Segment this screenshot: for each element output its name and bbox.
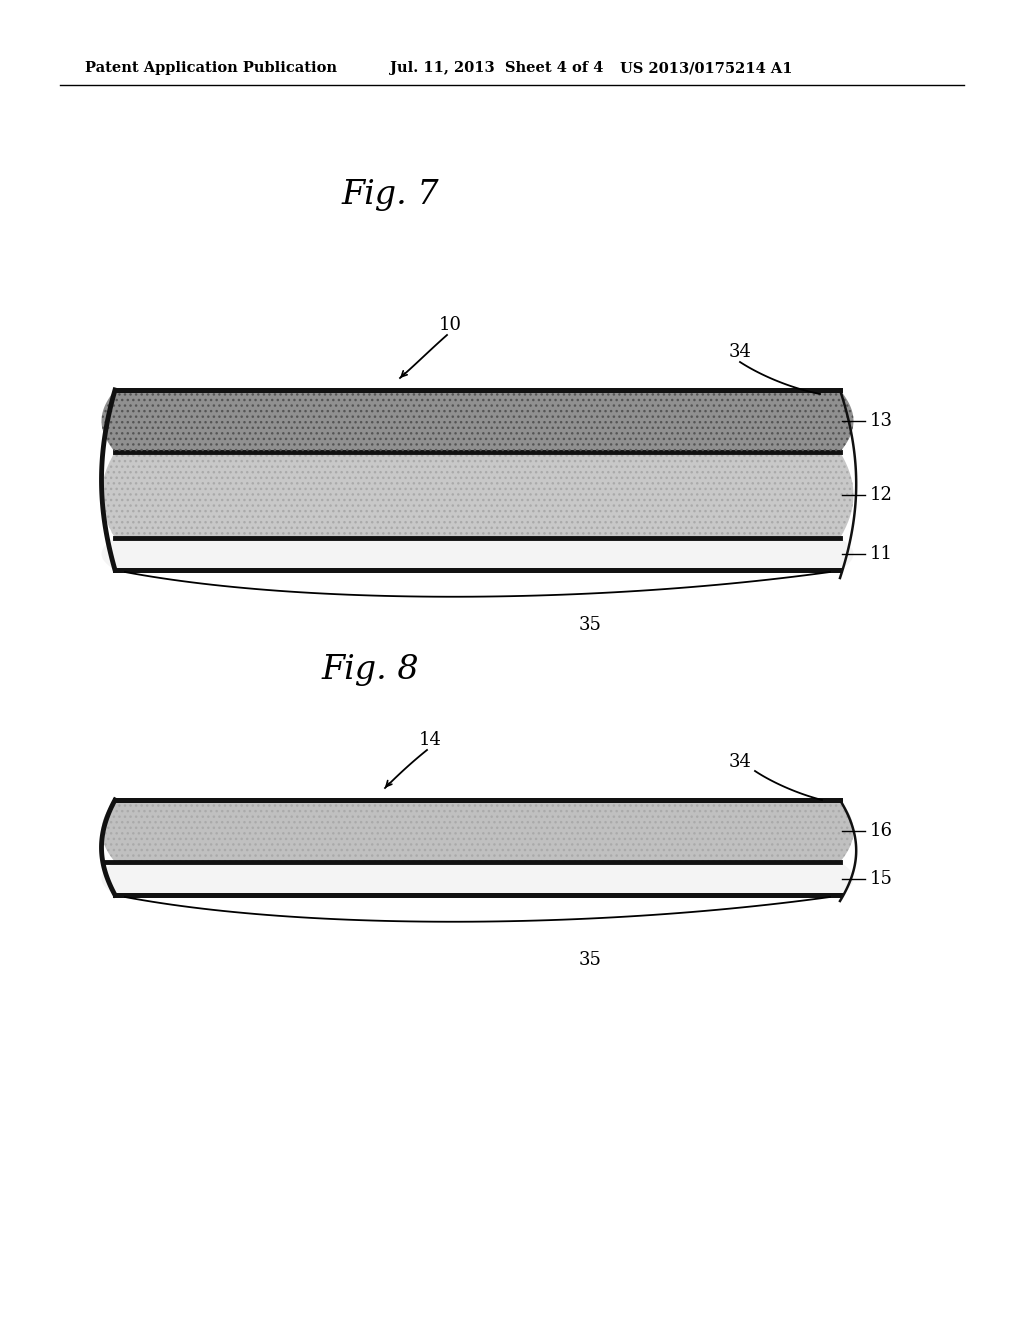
Text: 14: 14: [419, 731, 441, 748]
Text: Fig. 8: Fig. 8: [322, 653, 419, 686]
Text: Jul. 11, 2013  Sheet 4 of 4: Jul. 11, 2013 Sheet 4 of 4: [390, 61, 603, 75]
Text: 13: 13: [870, 412, 893, 430]
Text: 11: 11: [870, 545, 893, 564]
Text: 34: 34: [728, 343, 752, 360]
Text: 35: 35: [579, 616, 601, 634]
Text: Patent Application Publication: Patent Application Publication: [85, 61, 337, 75]
Polygon shape: [101, 451, 853, 539]
Polygon shape: [101, 862, 853, 895]
Text: 16: 16: [870, 822, 893, 840]
Text: Fig. 7: Fig. 7: [341, 180, 439, 211]
Text: 10: 10: [438, 315, 462, 334]
Text: US 2013/0175214 A1: US 2013/0175214 A1: [620, 61, 793, 75]
Text: 15: 15: [870, 870, 893, 887]
Polygon shape: [101, 800, 853, 862]
Text: 35: 35: [579, 950, 601, 969]
Polygon shape: [101, 539, 853, 570]
Polygon shape: [101, 389, 853, 451]
Text: 12: 12: [870, 486, 893, 504]
Text: 34: 34: [728, 752, 752, 771]
